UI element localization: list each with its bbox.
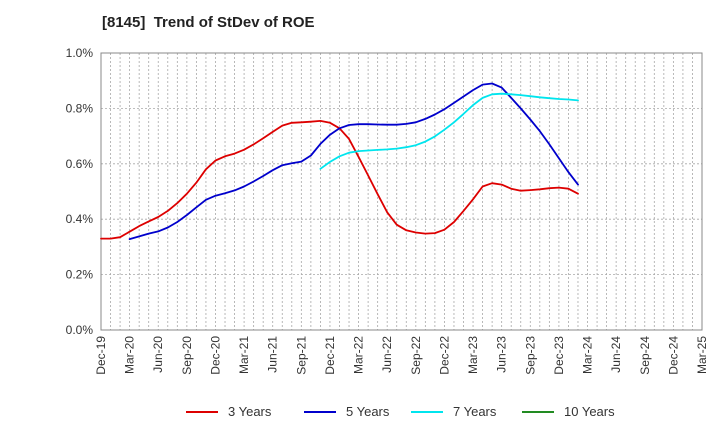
x-tick-label: Dec-24 — [666, 336, 680, 375]
x-axis-ticks: Dec-19 Mar-20 Jun-20 Sep-20 Dec-20 Mar-21 Jun-… — [94, 336, 709, 375]
x-tick-label: Mar-20 — [123, 336, 137, 374]
x-tick-label: Jun-21 — [266, 336, 280, 373]
legend-label: 7 Years — [453, 404, 497, 419]
legend-label: 3 Years — [228, 404, 272, 419]
y-tick-label: 0.4% — [66, 212, 94, 226]
legend-item-10-years: 10 Years — [522, 404, 615, 419]
grid-lines — [101, 53, 702, 330]
legend: 3 Years 5 Years 7 Years 10 Years — [0, 404, 720, 426]
x-tick-label: Dec-20 — [208, 336, 222, 375]
y-tick-label: 0.0% — [66, 323, 94, 337]
y-tick-label: 1.0% — [66, 46, 94, 60]
legend-label: 5 Years — [346, 404, 390, 419]
legend-item-5-years: 5 Years — [304, 404, 389, 419]
y-tick-label: 0.8% — [66, 101, 94, 115]
x-tick-label: Sep-24 — [638, 336, 652, 375]
x-tick-label: Mar-23 — [466, 336, 480, 374]
legend-swatch — [304, 410, 336, 413]
x-tick-label: Mar-25 — [695, 336, 709, 374]
legend-swatch — [186, 410, 218, 413]
x-tick-label: Dec-21 — [323, 336, 337, 375]
legend-label: 10 Years — [564, 404, 615, 419]
series-line-7-years — [319, 92, 579, 170]
plot-area: 0.0% 0.2% 0.4% 0.6% 0.8% 1.0% Dec-19 Mar-20 Jun… — [66, 46, 709, 375]
plot-border — [100, 52, 703, 331]
x-tick-label: Sep-20 — [180, 336, 194, 375]
series-line-5-years — [128, 82, 579, 241]
plot-frame — [100, 52, 703, 331]
legend-item-7-years: 7 Years — [411, 404, 496, 419]
x-tick-label: Sep-21 — [294, 336, 308, 375]
x-tick-label: Dec-19 — [94, 336, 108, 375]
x-tick-label: Sep-22 — [409, 336, 423, 375]
x-tick-label: Jun-22 — [380, 336, 394, 373]
x-tick-label: Jun-20 — [151, 336, 165, 373]
y-tick-label: 0.2% — [66, 268, 94, 282]
legend-item-3-years: 3 Years — [186, 404, 271, 419]
x-tick-label: Dec-23 — [552, 336, 566, 375]
chart-title: [8145] Trend of StDev of ROE — [102, 14, 315, 31]
series-lines — [100, 82, 579, 241]
x-tick-label: Mar-24 — [581, 336, 595, 374]
legend-swatch — [411, 410, 443, 413]
x-tick-label: Jun-24 — [609, 336, 623, 373]
x-tick-label: Mar-21 — [237, 336, 251, 374]
legend-swatch — [522, 410, 554, 413]
x-tick-label: Dec-22 — [437, 336, 451, 375]
y-tick-label: 0.6% — [66, 157, 94, 171]
y-axis-ticks: 0.0% 0.2% 0.4% 0.6% 0.8% 1.0% — [66, 46, 94, 337]
x-tick-label: Mar-22 — [352, 336, 366, 374]
x-tick-label: Jun-23 — [495, 336, 509, 373]
x-tick-label: Sep-23 — [523, 336, 537, 375]
